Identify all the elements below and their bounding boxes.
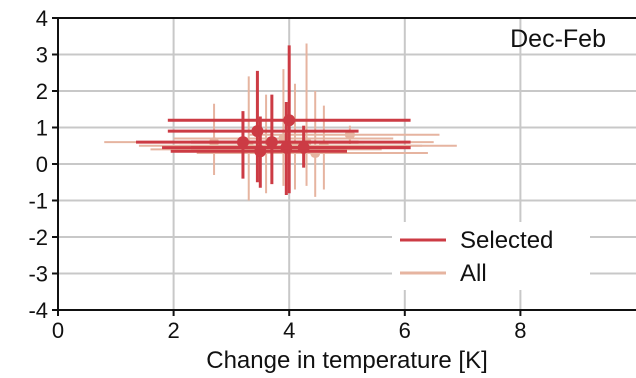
y-tick-label: 0: [36, 152, 48, 177]
x-axis-label: Change in temperature [K]: [206, 347, 488, 374]
y-tick-label: 3: [36, 43, 48, 68]
panel-title: Dec-Feb: [510, 25, 606, 53]
x-tick-label: 0: [52, 318, 64, 343]
selected-point: [265, 136, 278, 149]
y-tick-label: 4: [36, 6, 48, 31]
x-tick-label: 4: [283, 318, 295, 343]
legend-background: [392, 222, 590, 290]
y-tick-label: 1: [36, 116, 48, 141]
x-tick-label: 2: [167, 318, 179, 343]
series-selected: [136, 45, 411, 196]
y-tick-label: -4: [28, 298, 48, 323]
y-tick-label: -3: [28, 262, 48, 287]
selected-point: [283, 114, 296, 127]
y-tick-label: -2: [28, 225, 48, 250]
axis-ticks: -4 -3 -2 -1 0 1 2 3 4 0 2 4 6 8: [28, 6, 526, 343]
y-tick-label: -1: [28, 189, 48, 214]
legend-label-all: All: [460, 260, 487, 287]
legend-label-selected: Selected: [460, 227, 553, 254]
y-tick-label: 2: [36, 79, 48, 104]
all-point: [310, 148, 321, 159]
selected-point: [297, 141, 310, 154]
x-tick-label: 8: [514, 318, 526, 343]
x-tick-label: 6: [399, 318, 411, 343]
grid-lines: [58, 18, 636, 310]
legend: Selected All: [392, 222, 590, 290]
